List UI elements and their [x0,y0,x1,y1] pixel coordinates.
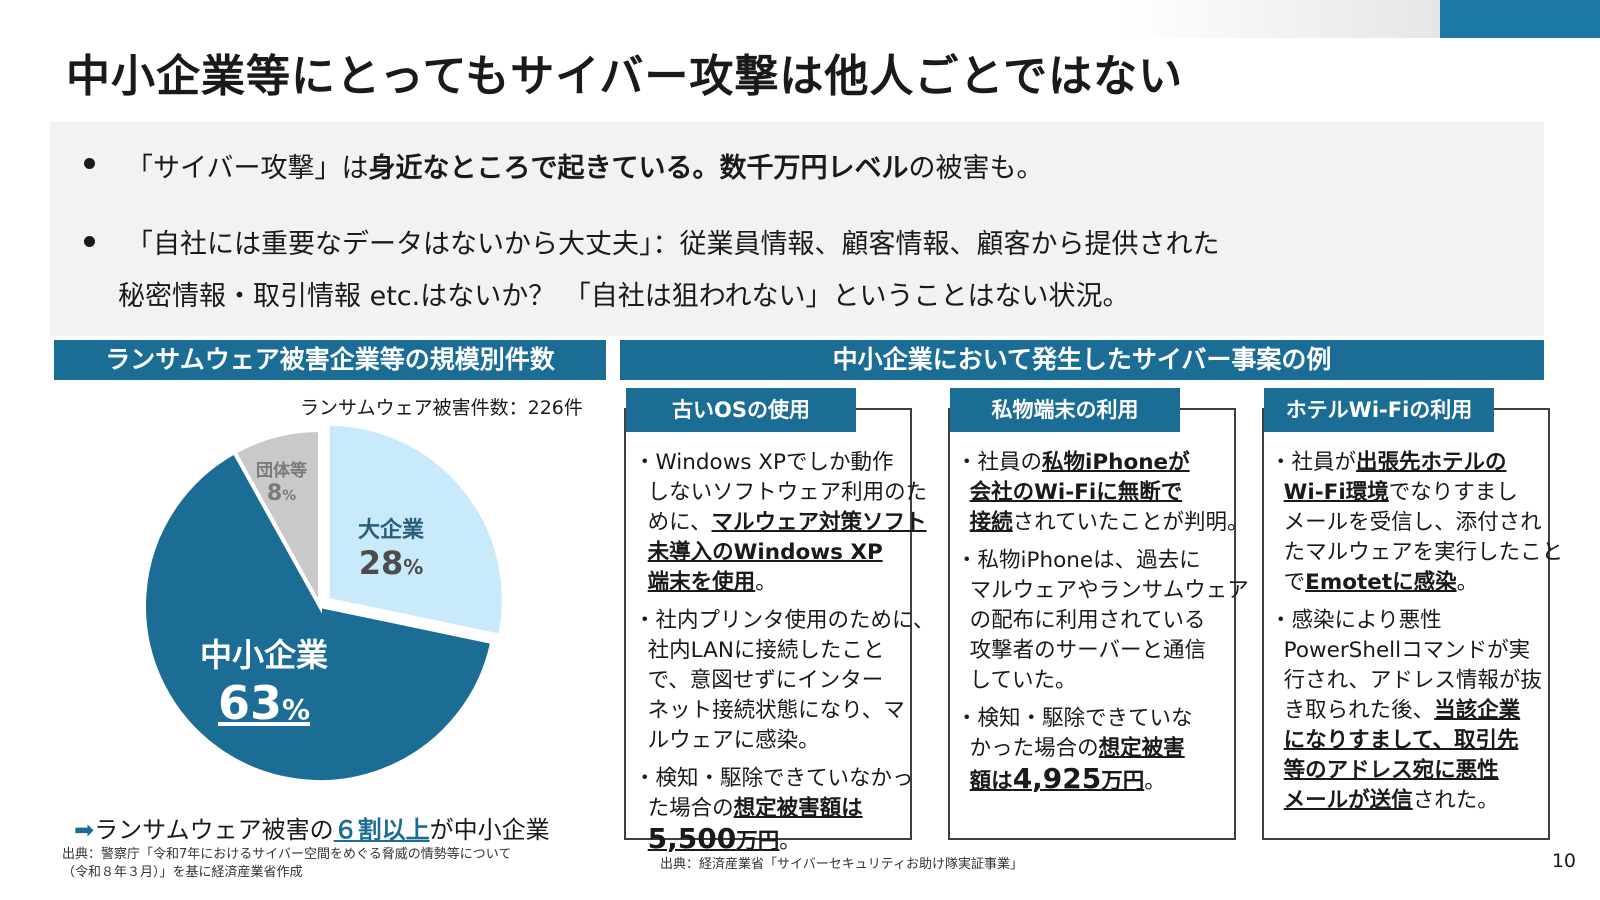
slice-value-large: 28 [358,544,404,582]
corner-gradient [1120,0,1440,38]
pie-slice-2 [231,427,322,614]
pie-label-org: 団体等 8% [256,456,307,506]
pie-label-large: 大企業 28% [358,512,424,582]
bullet-1-part-1: 「サイバー攻撃」は [126,153,369,184]
bullet-dot [84,236,95,247]
slice-label-org: 団体等 [256,461,307,481]
ransomware-total-count: ランサムウェア被害件数：226件 [300,397,583,419]
slice-value-sme: 63 [217,676,282,730]
conclusion-suffix: が中小企業 [429,816,550,844]
bullet-1-part-3: の被害も。 [908,153,1044,184]
page-number: 10 [1551,850,1576,872]
corner-accent-bar [1440,0,1600,38]
slice-value-org: 8 [266,481,283,506]
ransomware-size-pie-chart [142,421,506,784]
bullet-2-line-2: 秘密情報・取引情報 etc.はないか？ 「自社は狙われない」ということはない状況… [118,281,1130,312]
slice-label-sme: 中小企業 [200,636,329,674]
incident-section-header: 中小企業において発生したサイバー事案の例 [620,340,1544,380]
case-text-old-os: ・Windows XPでしか動作 しないソフトウェア利用のた めに、マルウェア対… [634,450,935,855]
slice-label-large: 大企業 [358,518,425,543]
pie-label-sme: 中小企業 63% [200,630,328,730]
right-source: 出典：経済産業省「サイバーセキュリティお助け隊実証事業」 [660,857,1023,872]
slice-unit-large: % [403,555,424,579]
ransomware-conclusion: ➡ランサムウェア被害の６割以上が中小企業 [74,810,550,845]
bullet-1-part-2: 身近なところで起きている。数千万円レベル [368,153,909,184]
arrow-right-icon: ➡ [74,816,95,844]
left-source-line-1: 出典：警察庁「令和7年におけるサイバー空間をめぐる脅威の情勢等について [62,847,512,862]
case-tab-hotel-wifi: ホテルWi-Fiの利用 [1264,388,1494,432]
slice-unit-org: % [282,488,297,504]
conclusion-highlight: ６割以上 [333,816,430,844]
left-source-line-2: （令和８年３月）」を基に経済産業省作成 [62,865,303,880]
bullet-1: 「サイバー攻撃」は身近なところで起きている。数千万円レベルの被害も。 [126,146,1043,185]
case-tab-personal-device: 私物端末の利用 [950,388,1180,432]
case-tab-old-os: 古いOSの使用 [626,388,856,432]
page-title: 中小企業等にとってもサイバー攻撃は他人ごとではない [66,51,1184,102]
bullet-dot [84,158,95,169]
case-text-personal-device: ・社員の私物iPhoneが 会社のWi-Fiに無断で 接続されていたことが判明。… [956,450,1249,795]
ransomware-section-header: ランサムウェア被害企業等の規模別件数 [54,340,606,380]
conclusion-prefix: ランサムウェア被害の [94,816,334,844]
pie-slice-0 [325,421,506,639]
slice-unit-sme: % [281,693,311,726]
bullet-2-line-1: 「自社には重要なデータはないから大丈夫」：従業員情報、顧客情報、顧客から提供され… [126,229,1220,260]
pie-slice-1 [142,449,495,784]
case-text-hotel-wifi: ・社員が出張先ホテルの Wi-Fi環境でなりすまし メールを受信し、添付され た… [1270,450,1564,813]
summary-bullets-box [50,122,1544,336]
